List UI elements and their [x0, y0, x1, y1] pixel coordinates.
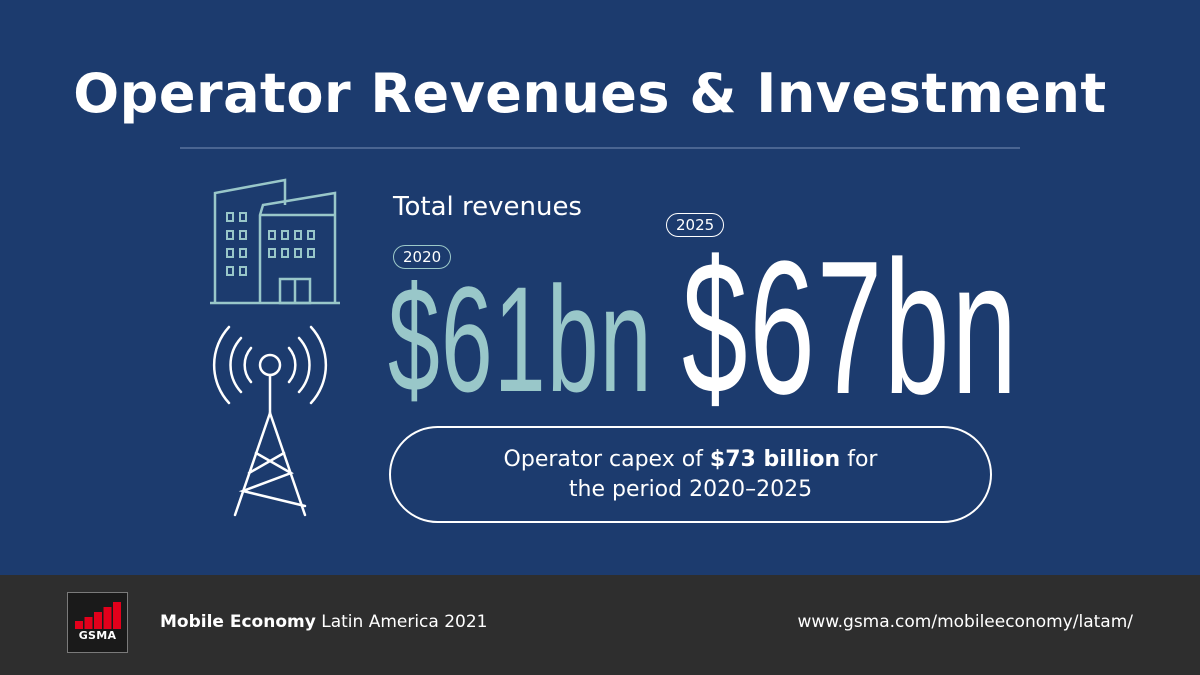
publication-rest: Latin America 2021 — [315, 612, 488, 632]
year-2025-badge: 2025 — [666, 213, 725, 237]
capex-prefix: Operator capex of — [503, 446, 710, 472]
capex-line-1: Operator capex of $73 billion for — [504, 445, 878, 475]
capex-suffix: for — [840, 446, 878, 472]
cell-tower-icon — [212, 325, 328, 517]
year-2020-badge: 2020 — [393, 245, 452, 269]
publication-bold: Mobile Economy — [160, 612, 316, 632]
page-title: Operator Revenues & Investment — [73, 62, 1107, 125]
footer-url-link[interactable]: www.gsma.com/mobileeconomy/latam/ — [797, 612, 1133, 632]
capex-line-2: the period 2020–2025 — [568, 476, 813, 502]
capex-callout: Operator capex of $73 billion for the pe… — [389, 426, 992, 523]
revenue-2025-value: $67bn — [682, 222, 1019, 434]
publication-title: Mobile Economy Latin America 2021 — [160, 612, 487, 632]
footer: GSMA Mobile Economy Latin America 2021 w… — [0, 575, 1200, 675]
capex-amount: $73 billion — [709, 446, 841, 472]
infographic-panel: Operator Revenues & Investment — [73, 62, 1107, 523]
office-building-icon — [210, 178, 340, 305]
gsma-logo-text: GSMA — [78, 629, 117, 642]
title-divider — [180, 147, 1020, 149]
signal-bars-icon — [75, 602, 121, 629]
total-revenues-label: Total revenues — [393, 192, 582, 222]
gsma-logo: GSMA — [67, 592, 128, 653]
revenue-2020-value: $61bn — [388, 255, 653, 423]
